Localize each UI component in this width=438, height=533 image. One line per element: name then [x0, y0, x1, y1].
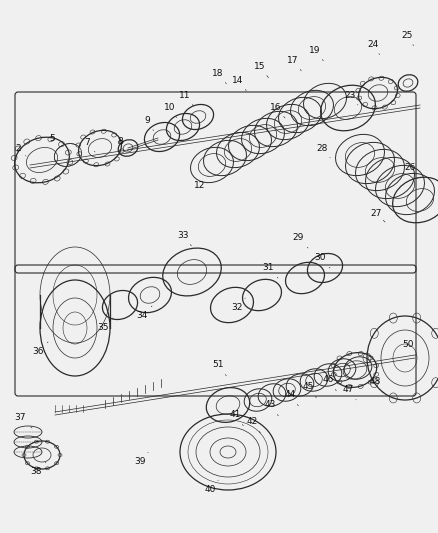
Text: 18: 18: [212, 69, 226, 84]
Text: 31: 31: [261, 263, 277, 278]
Text: 50: 50: [401, 341, 415, 356]
Text: 30: 30: [314, 254, 329, 268]
Text: 39: 39: [134, 452, 148, 466]
Text: 12: 12: [194, 176, 208, 190]
Text: 26: 26: [403, 164, 417, 178]
Text: 2: 2: [15, 143, 26, 156]
Text: 19: 19: [308, 45, 322, 61]
Text: 41: 41: [229, 410, 243, 426]
Text: 47: 47: [342, 385, 355, 400]
Text: 10: 10: [164, 102, 176, 118]
Text: 37: 37: [14, 414, 32, 428]
Text: 51: 51: [212, 360, 226, 376]
Text: 5: 5: [49, 133, 60, 148]
Text: 35: 35: [97, 318, 113, 333]
Text: 45: 45: [302, 383, 316, 398]
Text: 24: 24: [367, 39, 379, 55]
Text: 34: 34: [136, 306, 152, 320]
Text: 36: 36: [32, 342, 48, 357]
Text: 25: 25: [400, 30, 413, 46]
Text: 27: 27: [370, 208, 384, 222]
Text: 14: 14: [232, 76, 246, 91]
Text: 46: 46: [321, 376, 336, 391]
Text: 42: 42: [246, 417, 260, 433]
Text: 43: 43: [264, 400, 278, 416]
Text: 33: 33: [177, 230, 191, 246]
Text: 15: 15: [254, 61, 268, 78]
Text: 44: 44: [284, 391, 298, 406]
Text: 29: 29: [292, 233, 307, 248]
Text: 32: 32: [231, 298, 245, 312]
Text: 28: 28: [316, 143, 329, 158]
Text: 8: 8: [117, 136, 128, 151]
Text: 17: 17: [286, 55, 300, 71]
Text: 48: 48: [368, 377, 382, 393]
Text: 11: 11: [179, 91, 193, 106]
Text: 23: 23: [343, 91, 357, 105]
Text: 16: 16: [270, 102, 284, 118]
Text: 40: 40: [204, 480, 218, 495]
Text: 38: 38: [30, 462, 46, 477]
Text: 9: 9: [144, 116, 153, 131]
Text: 7: 7: [84, 138, 95, 152]
